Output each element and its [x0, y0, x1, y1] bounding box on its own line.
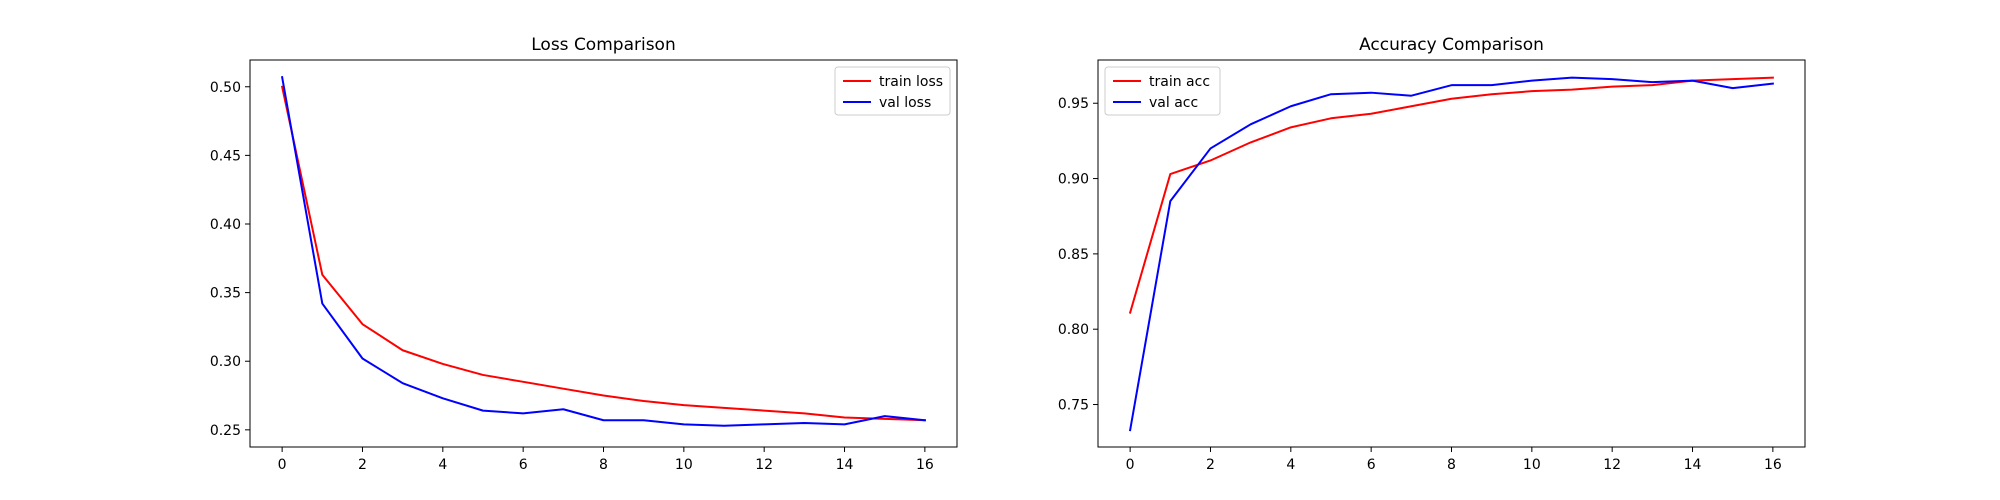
loss-y-tick-label: 0.25: [210, 423, 241, 439]
train-loss-legend-label: train loss: [879, 74, 943, 90]
accuracy-x-tick-label: 12: [1603, 457, 1621, 473]
accuracy-y-tick-label: 0.95: [1058, 96, 1089, 112]
loss-x-tick-label: 0: [278, 457, 287, 473]
loss-legend: train loss val loss: [834, 66, 951, 116]
loss-x-tick-label: 16: [916, 457, 934, 473]
accuracy-y-tick-label: 0.85: [1058, 247, 1089, 263]
accuracy-x-tick-label: 2: [1206, 457, 1215, 473]
loss-x-tick-label: 6: [519, 457, 528, 473]
val-loss-line: [280, 75, 926, 427]
loss-x-tick-label: 8: [599, 457, 608, 473]
loss-y-tick-label: 0.50: [210, 80, 241, 96]
train-acc-line: [1128, 76, 1774, 314]
accuracy-x-tick-label: 6: [1367, 457, 1376, 473]
accuracy-chart: Accuracy Comparison 0 2 4 6 8 10 12 14 16 0.75 0.80…: [1058, 35, 1806, 473]
loss-x-tick-label: 2: [358, 457, 367, 473]
accuracy-x-tick-label: 4: [1286, 457, 1295, 473]
accuracy-y-tick-label: 0.80: [1058, 322, 1089, 338]
accuracy-legend: train acc val acc: [1104, 66, 1221, 116]
accuracy-x-tick-label: 10: [1523, 457, 1541, 473]
loss-x-tick-label: 12: [755, 457, 773, 473]
loss-x-tick-label: 10: [675, 457, 693, 473]
val-acc-line: [1128, 76, 1774, 432]
accuracy-x-tick-label: 16: [1764, 457, 1782, 473]
accuracy-x-tick-label: 8: [1447, 457, 1456, 473]
loss-y-tick-label: 0.40: [210, 217, 241, 233]
accuracy-y-tick-label: 0.75: [1058, 398, 1089, 414]
val-acc-legend-label: val acc: [1149, 95, 1198, 111]
loss-chart: Loss Comparison 0 2 4 6 8 10 12 14 16 0.25 0.30 0.35…: [210, 35, 958, 473]
loss-y-tick-label: 0.35: [210, 286, 241, 302]
loss-chart-title: Loss Comparison: [531, 35, 675, 55]
accuracy-y-tick-label: 0.90: [1058, 172, 1089, 188]
train-acc-legend-label: train acc: [1149, 74, 1210, 90]
accuracy-chart-title: Accuracy Comparison: [1359, 35, 1544, 55]
val-loss-legend-label: val loss: [879, 95, 931, 111]
accuracy-x-tick-label: 0: [1126, 457, 1135, 473]
loss-x-tick-label: 4: [438, 457, 447, 473]
loss-x-tick-label: 14: [836, 457, 854, 473]
accuracy-x-tick-label: 14: [1684, 457, 1702, 473]
loss-y-tick-label: 0.45: [210, 148, 241, 164]
loss-y-tick-label: 0.30: [210, 354, 241, 370]
train-loss-line: [280, 85, 926, 422]
